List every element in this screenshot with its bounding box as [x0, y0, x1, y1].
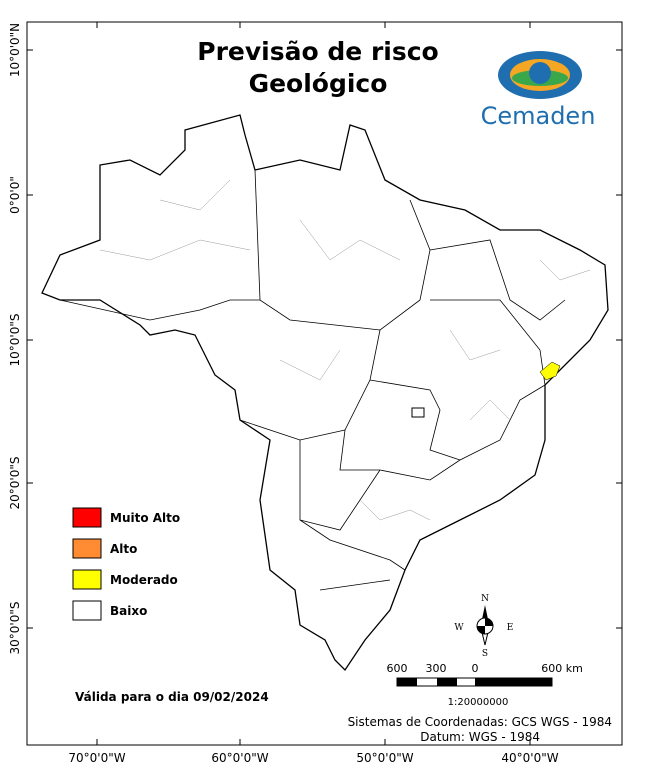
country-outline [41, 114, 609, 672]
moderate-risk-area [539, 361, 561, 381]
logo-pupil [529, 62, 551, 84]
scale-label: 300 [426, 662, 447, 675]
logo-text: Cemaden [481, 102, 596, 130]
scale-segment [475, 678, 552, 686]
lon-label: 70°0'0"W [68, 751, 125, 765]
legend-label: Moderado [110, 573, 178, 587]
state-borders [59, 169, 566, 591]
title-line: Geológico [249, 69, 388, 98]
lat-label: 20°0'0"S [8, 457, 22, 510]
valid-date: Válida para o dia 09/02/2024 [75, 690, 269, 704]
lon-label: 40°0'0"W [501, 751, 558, 765]
lat-label: 10°0'0"S [8, 314, 22, 367]
scale-segment [397, 678, 417, 686]
legend-swatch [72, 507, 102, 528]
legend-swatch [72, 569, 102, 590]
lat-label: 0°0'0" [8, 176, 22, 214]
compass-s: S [482, 649, 488, 659]
graticule-labels: 10°0'0"N 0°0'0" 10°0'0"S 20°0'0"S 30°0'0"S 70… [8, 22, 622, 765]
lon-label: 60°0'0"W [211, 751, 268, 765]
lon-label: 50°0'0"W [356, 751, 413, 765]
scale-segment [437, 678, 457, 686]
legend-label: Muito Alto [110, 511, 180, 525]
municipal-borders [99, 179, 591, 521]
legend-label: Baixo [110, 604, 147, 618]
legend-swatch [72, 538, 102, 559]
legend: Muito Alto Alto Moderado Baixo [72, 507, 180, 621]
coordinate-system: Sistemas de Coordenadas: GCS WGS - 1984 [348, 715, 612, 729]
scale-label: 0 [472, 662, 479, 675]
scale-label: 600 km [541, 662, 583, 675]
scale-ratio: 1:20000000 [448, 697, 509, 708]
datum: Datum: WGS - 1984 [420, 730, 540, 744]
logo: Cemaden [481, 51, 596, 130]
compass-e: E [507, 623, 514, 633]
compass: N S E W [454, 594, 513, 659]
legend-label: Alto [110, 542, 137, 556]
legend-swatch [72, 600, 102, 621]
lat-label: 10°0'0"N [8, 23, 22, 77]
scale-bar: 600 300 0 600 km 1:20000000 [387, 662, 583, 708]
compass-n: N [481, 594, 489, 604]
lat-label: 30°0'0"S [8, 602, 22, 655]
title-line: Previsão de risco [197, 37, 438, 66]
scale-label: 600 [387, 662, 408, 675]
federal-district [411, 407, 425, 418]
compass-quarter [477, 618, 493, 634]
compass-w: W [454, 623, 464, 633]
